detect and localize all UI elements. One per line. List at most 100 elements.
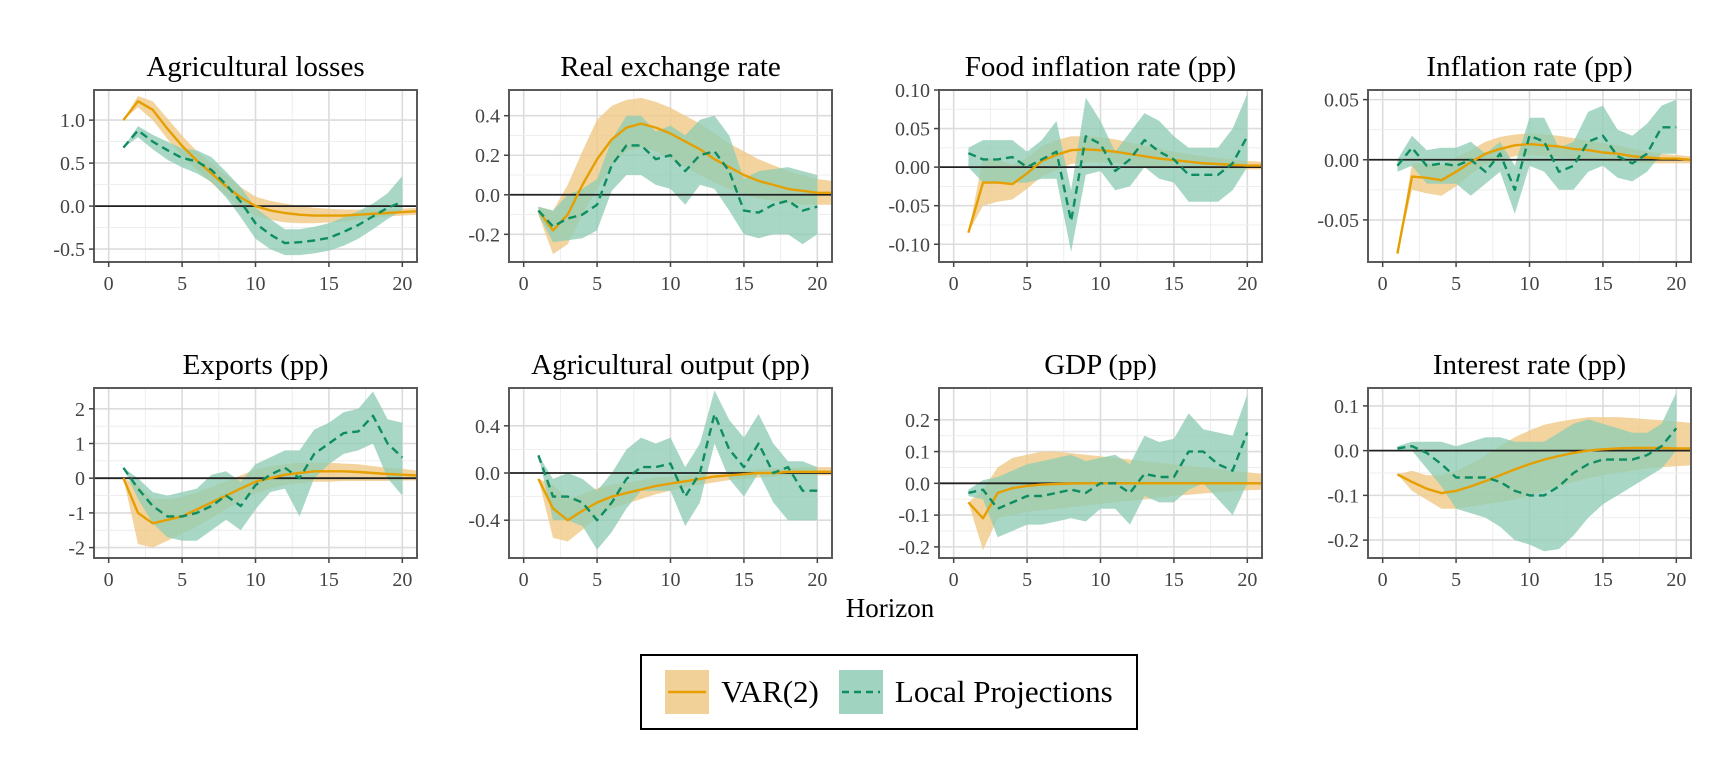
y-tick-label: 0.05 (895, 119, 930, 141)
y-tick-label: -0.5 (53, 239, 85, 261)
x-tick-label: 5 (177, 273, 187, 295)
x-tick-label: 5 (592, 273, 602, 295)
lp-confidence-band (123, 391, 403, 541)
x-tick-label: 15 (1593, 273, 1613, 295)
panel-title: Agricultural losses (146, 51, 364, 83)
x-tick-label: 20 (807, 569, 827, 591)
panel-6: 0 5 10 15 20 -0.2 -0.1 0.0 0.1 0.2 GDP (pp) (898, 349, 1263, 591)
x-tick-label: 0 (519, 273, 529, 295)
y-tick-label: 2 (75, 399, 85, 421)
y-tick-label: 1 (75, 434, 85, 456)
x-tick-label: 15 (734, 273, 754, 295)
legend: VAR(2) Local Projections (640, 654, 1138, 730)
x-tick-label: 20 (807, 273, 827, 295)
panel-7: 0 5 10 15 20 -0.2 -0.1 0.0 0.1 Interest rate (pp) (1327, 349, 1692, 591)
y-tick-label: 0.10 (895, 80, 930, 102)
x-tick-label: 0 (949, 273, 959, 295)
y-tick-label: -0.10 (888, 234, 930, 256)
y-tick-label: 0.0 (475, 185, 500, 207)
y-tick-label: 0.1 (1334, 396, 1359, 418)
x-tick-label: 5 (1451, 569, 1461, 591)
y-tick-label: -0.1 (898, 505, 930, 527)
x-tick-label: 15 (1593, 569, 1613, 591)
lp-irf-line (1397, 427, 1678, 497)
panel-4: 0 5 10 15 20 -2 -1 0 1 2 Exports (pp) (68, 349, 418, 591)
panel-title: Interest rate (pp) (1433, 349, 1626, 381)
x-tick-label: 10 (661, 273, 681, 295)
x-tick-label: 20 (1666, 273, 1686, 295)
x-tick-label: 5 (1022, 569, 1032, 591)
y-tick-label: 0.4 (475, 416, 500, 438)
y-tick-label: 0.0 (905, 473, 930, 495)
panel-title: Real exchange rate (560, 51, 781, 83)
panel-0: 0 5 10 15 20 -0.5 0.0 0.5 1.0 Agricultural losses (53, 51, 418, 295)
panel-title: Inflation rate (pp) (1426, 51, 1632, 83)
y-tick-label: 0.1 (905, 442, 930, 464)
x-tick-label: 10 (246, 273, 266, 295)
panel-title: Food inflation rate (pp) (965, 51, 1236, 83)
y-tick-label: 0.4 (475, 106, 500, 128)
y-tick-label: 0.00 (1324, 150, 1359, 172)
x-tick-label: 5 (1022, 273, 1032, 295)
x-tick-label: 15 (734, 569, 754, 591)
lp-confidence-band (538, 390, 818, 550)
y-tick-label: 0.0 (60, 196, 85, 218)
var-legend-key (665, 670, 710, 714)
x-tick-label: 15 (1164, 273, 1184, 295)
lp-irf-line (1396, 126, 1677, 191)
lp-irf-line (968, 432, 1249, 510)
panel-3: 0 5 10 15 20 -0.05 0.00 0.05 Inflation rate (pp) (1317, 51, 1692, 295)
y-tick-label: -0.05 (888, 196, 930, 218)
var-irf-line (1396, 446, 1691, 495)
x-tick-label: 0 (104, 569, 114, 591)
x-tick-label: 5 (1451, 273, 1461, 295)
var-irf-line (537, 122, 832, 232)
legend-label-lp: Local Projections (894, 674, 1113, 709)
lp-irf-line (537, 144, 818, 228)
legend-item-lp: Local Projections (838, 670, 1113, 714)
x-tick-label: 5 (177, 569, 187, 591)
x-tick-label: 15 (319, 569, 339, 591)
lp-confidence-band (1397, 392, 1677, 552)
x-tick-label: 0 (104, 273, 114, 295)
y-tick-label: 0.2 (905, 410, 930, 432)
x-tick-label: 15 (319, 273, 339, 295)
x-tick-label: 10 (1091, 273, 1111, 295)
x-tick-label: 15 (1164, 569, 1184, 591)
lp-confidence-band (1397, 99, 1677, 214)
panel-title: GDP (pp) (1044, 349, 1157, 381)
panel-1: 0 5 10 15 20 -0.2 0.0 0.2 0.4 Real exchange rate (468, 51, 833, 295)
x-tick-label: 10 (246, 569, 266, 591)
y-tick-label: 1.0 (60, 110, 85, 132)
x-tick-label: 0 (1378, 273, 1388, 295)
y-tick-label: 0.0 (1334, 441, 1359, 463)
x-tick-label: 0 (1378, 569, 1388, 591)
x-tick-label: 20 (392, 273, 412, 295)
panel-2: 0 5 10 15 20 -0.10 -0.05 0.00 0.05 0.10 Food infla… (888, 51, 1263, 295)
var-irf-line (122, 100, 417, 217)
legend-label-var: VAR(2) (721, 674, 819, 709)
var-irf-line (122, 470, 417, 525)
y-tick-label: 0.5 (60, 153, 85, 175)
x-tick-label: 20 (1237, 569, 1257, 591)
y-tick-label: 0 (75, 468, 85, 490)
y-tick-label: -0.1 (1327, 485, 1359, 507)
lp-legend-key (838, 670, 883, 714)
x-tick-label: 20 (392, 569, 412, 591)
x-tick-label: 5 (592, 569, 602, 591)
panel-5: 0 5 10 15 20 -0.4 0.0 0.4 Agricultural output (p… (468, 349, 833, 591)
x-tick-label: 10 (1091, 569, 1111, 591)
y-tick-label: -1 (68, 503, 85, 525)
var-irf-line (967, 148, 1262, 234)
x-tick-label: 10 (661, 569, 681, 591)
y-tick-label: -0.4 (468, 510, 500, 532)
legend-item-var: VAR(2) (665, 670, 819, 714)
y-tick-label: 0.2 (475, 145, 500, 167)
y-tick-label: -0.2 (898, 537, 930, 559)
lp-irf-line (122, 414, 404, 518)
y-tick-label: -2 (68, 538, 85, 560)
var-confidence-band (538, 97, 832, 255)
x-tick-label: 10 (1520, 569, 1540, 591)
x-tick-label: 10 (1520, 273, 1540, 295)
